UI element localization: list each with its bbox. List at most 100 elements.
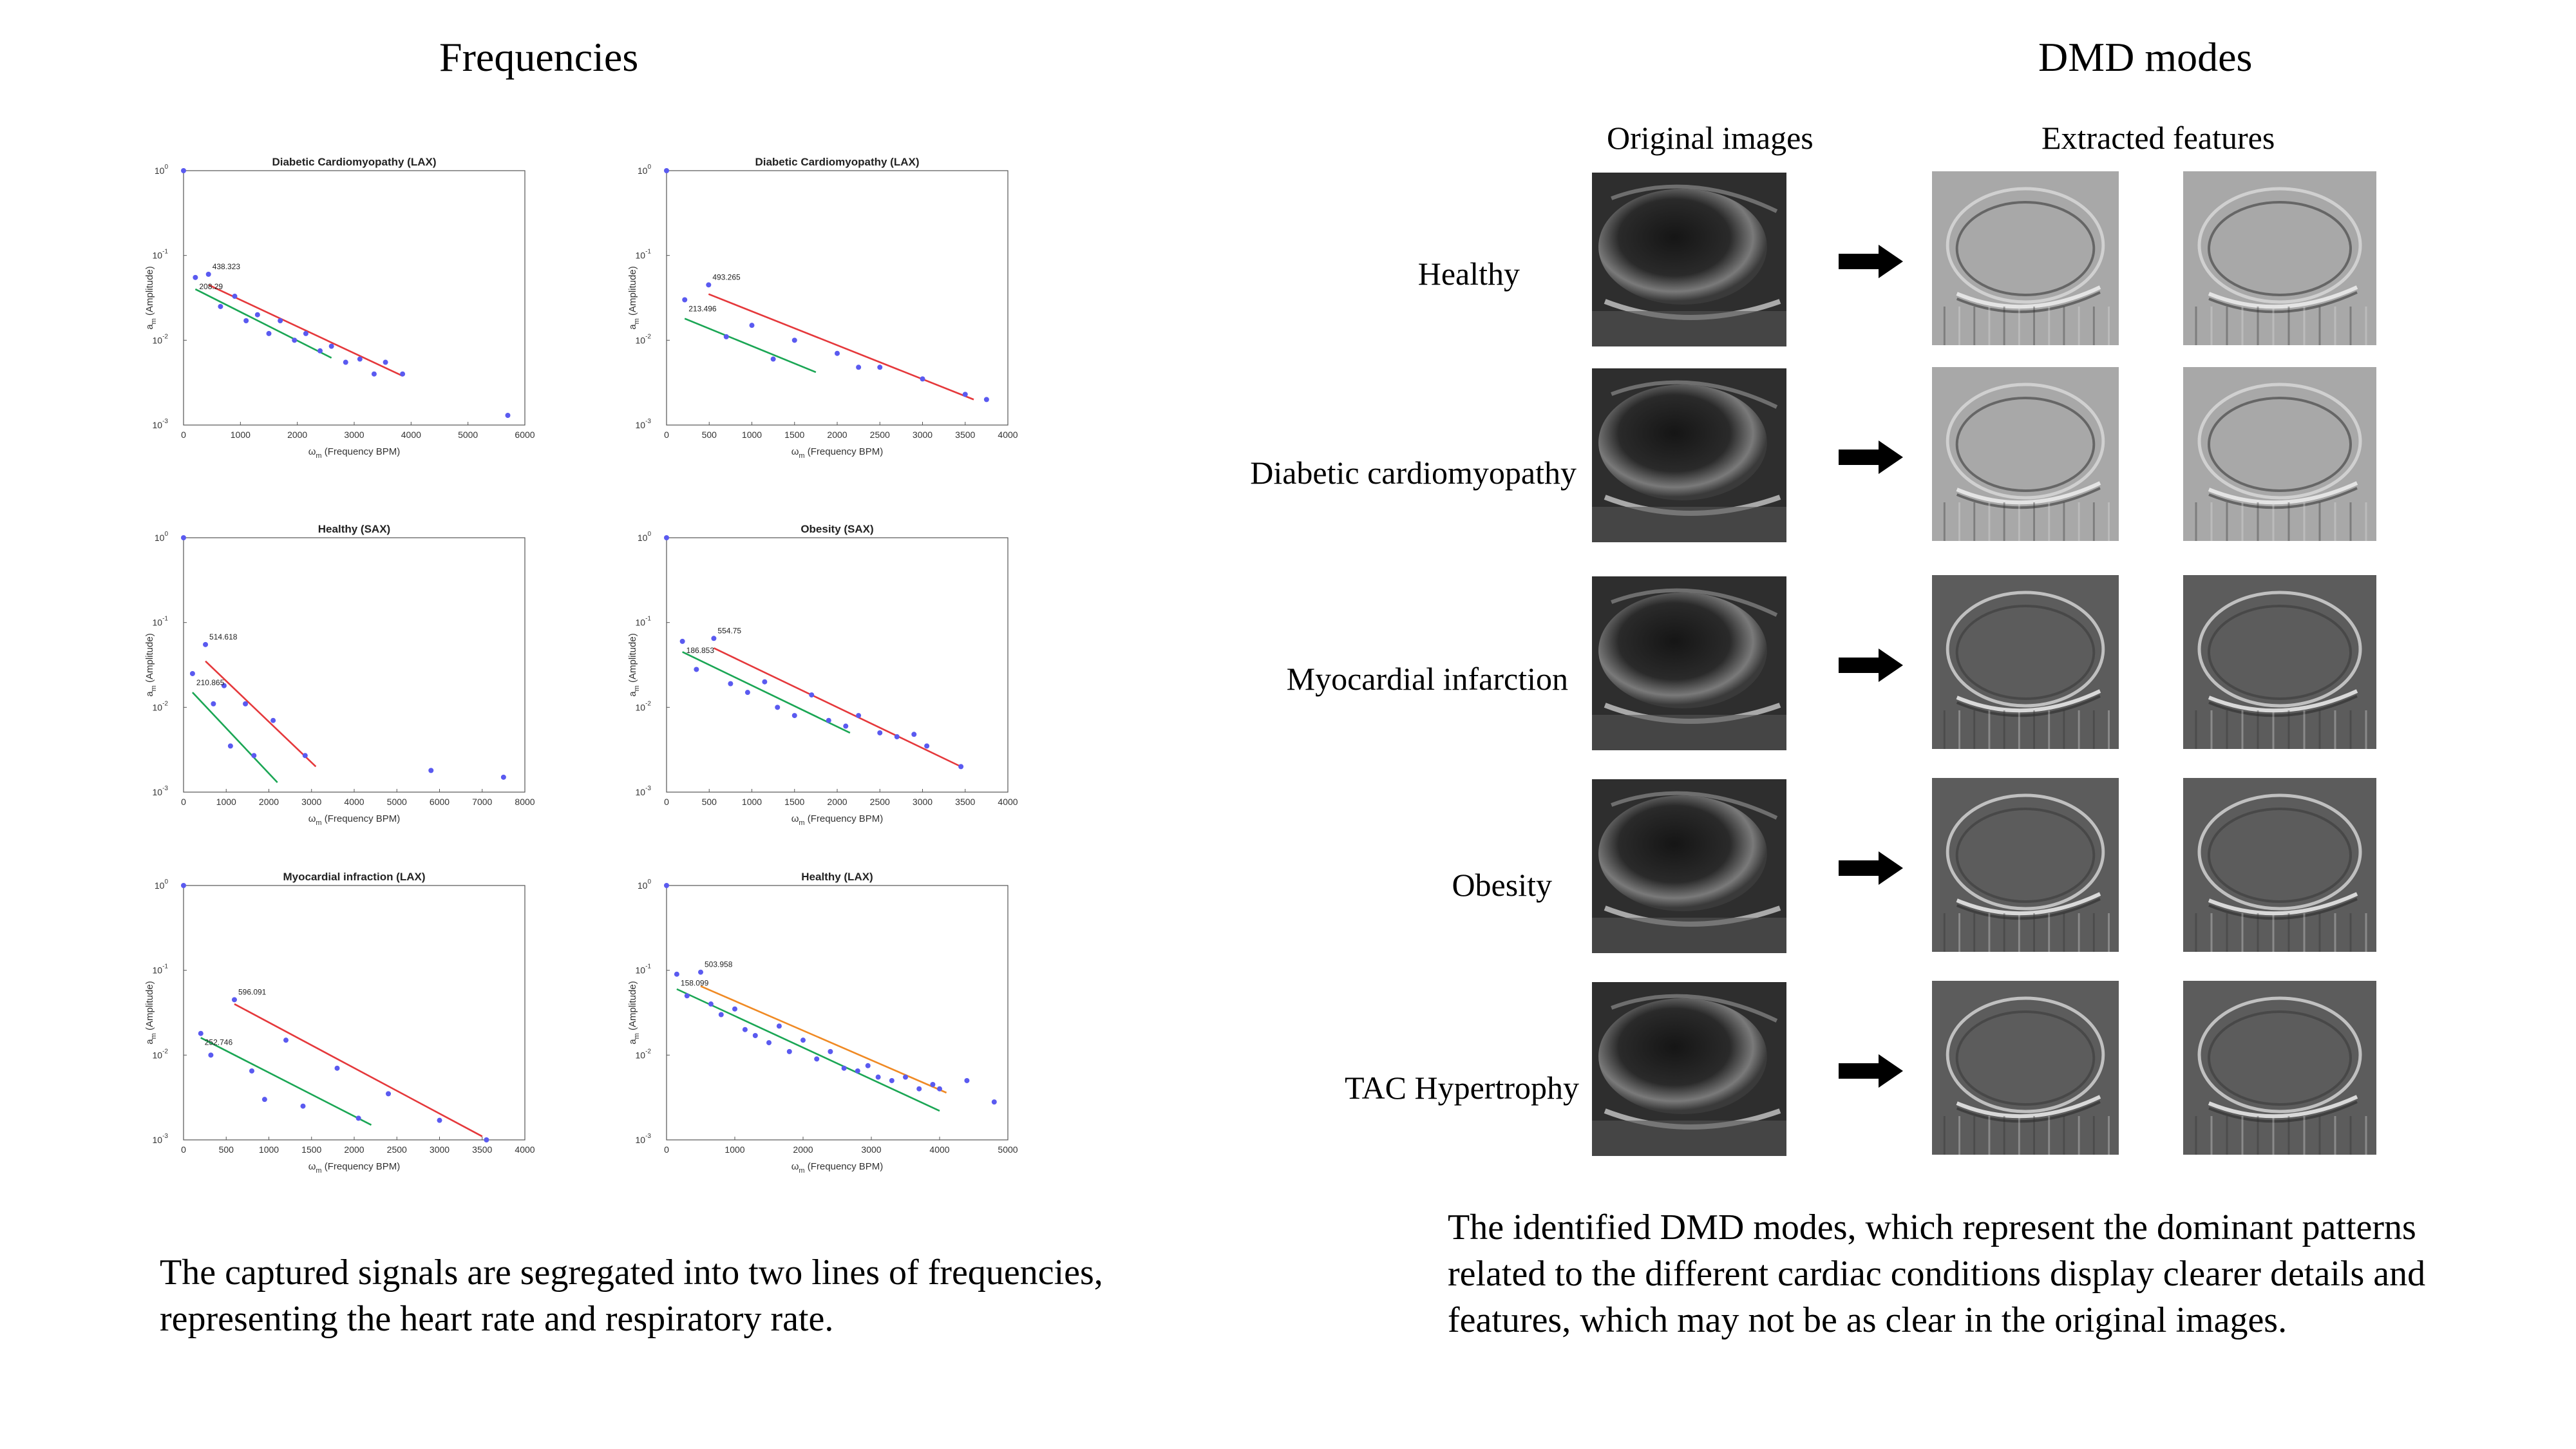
fit-line-resp — [682, 651, 851, 734]
data-point — [386, 1091, 391, 1097]
data-point — [916, 1086, 922, 1092]
y-tick-label: 10-3 — [636, 418, 652, 430]
plot-frame — [666, 170, 1009, 426]
y-tick-label: 10-1 — [636, 963, 652, 976]
data-point — [355, 1115, 361, 1121]
x-tick-label: 0 — [664, 797, 669, 807]
data-point — [694, 667, 699, 672]
x-tick-label: 3000 — [913, 430, 933, 440]
fit-line-heart — [234, 1003, 483, 1137]
y-axis-label: am (Amplitude) — [144, 981, 158, 1044]
y-tick-label: 10-1 — [153, 616, 169, 628]
peak-label: 210.865 — [196, 678, 225, 687]
data-point — [855, 1068, 860, 1074]
data-point — [181, 883, 186, 888]
condition-label-healthy: Healthy — [1417, 256, 1520, 292]
data-point — [776, 1023, 782, 1029]
y-tick-label: 100 — [155, 164, 169, 176]
extracted-feature-image — [1932, 981, 2119, 1155]
data-point — [674, 971, 679, 977]
data-point — [875, 1074, 881, 1080]
x-tick-label: 4000 — [515, 1144, 535, 1155]
y-tick-label: 10-2 — [636, 700, 652, 712]
data-point — [903, 1074, 908, 1080]
original-image — [1592, 173, 1786, 346]
y-tick-label: 10-1 — [153, 249, 169, 261]
x-tick-label: 0 — [664, 430, 669, 440]
right-arrow-icon — [1839, 245, 1903, 278]
x-tick-label: 1500 — [301, 1144, 321, 1155]
plot-healthy-lax: Healthy (LAX) 0 1000 2000 3000 4000 5000 10-3 10… — [621, 866, 1021, 1185]
x-tick-label: 2000 — [259, 797, 279, 807]
data-point — [484, 1137, 489, 1142]
data-point — [826, 717, 831, 723]
data-point — [664, 883, 669, 888]
plot-title: Diabetic Cardiomyopathy (LAX) — [755, 156, 919, 168]
data-point — [770, 356, 776, 362]
plot-title: Diabetic Cardiomyopathy (LAX) — [272, 156, 436, 168]
y-tick-label: 10-1 — [153, 963, 169, 976]
data-point — [791, 713, 797, 719]
scatter-plot-svg: Myocardial infraction (LAX) 0 500 1000 1500 2… — [144, 871, 535, 1175]
data-point — [357, 356, 363, 362]
fit-line-resp — [684, 317, 817, 374]
data-point — [254, 312, 260, 317]
x-tick-label: 4000 — [998, 430, 1018, 440]
data-point — [814, 1056, 820, 1062]
x-tick-label: 3500 — [955, 797, 975, 807]
frequencies-caption: The captured signals are segregated into… — [160, 1253, 1103, 1339]
data-point — [181, 168, 186, 173]
x-tick-label: 1500 — [784, 797, 804, 807]
plot-title: Healthy (SAX) — [318, 523, 390, 535]
data-point — [334, 1065, 340, 1071]
plot-frame — [183, 885, 526, 1141]
peak-label: 186.853 — [687, 646, 715, 655]
x-tick-label: 2500 — [870, 797, 890, 807]
x-tick-label: 1000 — [742, 797, 762, 807]
peak-label: 493.265 — [712, 272, 741, 281]
condition-label-obesity: Obesity — [1452, 867, 1552, 903]
data-point — [828, 1048, 833, 1054]
plot-title: Myocardial infraction (LAX) — [283, 871, 425, 883]
x-tick-label: 4000 — [929, 1144, 949, 1155]
data-point — [664, 168, 669, 173]
x-tick-label: 0 — [181, 797, 186, 807]
data-point — [383, 359, 388, 365]
x-tick-label: 5000 — [998, 1144, 1018, 1155]
fit-line-resp — [200, 1037, 372, 1126]
data-point — [211, 701, 216, 706]
y-tick-label: 10-2 — [636, 333, 652, 345]
x-tick-label: 0 — [181, 430, 186, 440]
x-tick-label: 3000 — [861, 1144, 881, 1155]
data-point — [843, 723, 849, 729]
x-axis-label: ωm (Frequency BPM) — [791, 446, 884, 460]
peak-label: 213.496 — [688, 305, 717, 314]
right-arrow-icon — [1839, 851, 1903, 885]
data-point — [292, 337, 298, 343]
x-tick-label: 3500 — [955, 430, 975, 440]
x-tick-label: 2000 — [287, 430, 307, 440]
data-point — [930, 1081, 936, 1087]
y-tick-label: 100 — [638, 164, 652, 176]
data-point — [877, 365, 883, 370]
data-point — [706, 282, 712, 288]
data-point — [856, 365, 862, 370]
data-point — [937, 1086, 942, 1092]
data-point — [328, 343, 334, 349]
y-tick-label: 10-1 — [636, 249, 652, 261]
extracted-feature-image — [2183, 171, 2376, 345]
right-arrow-icon — [1839, 1054, 1903, 1088]
data-point — [270, 717, 276, 723]
data-point — [708, 1001, 714, 1007]
fit-line-heart — [713, 647, 961, 768]
scatter-plot-svg: Obesity (SAX) 0 500 1000 1500 2000 2500 3000 350… — [627, 523, 1018, 827]
data-point — [205, 271, 211, 277]
data-point — [371, 371, 377, 377]
x-axis-label: ωm (Frequency BPM) — [308, 813, 401, 827]
data-point — [841, 1065, 847, 1071]
plot-title: Obesity (SAX) — [800, 523, 873, 535]
data-point — [203, 641, 209, 647]
peak-label: 503.958 — [705, 960, 733, 969]
plot-diabetic-lax-2: Diabetic Cardiomyopathy (LAX) 0 500 1000 150… — [621, 151, 1021, 470]
original-image — [1592, 368, 1786, 542]
